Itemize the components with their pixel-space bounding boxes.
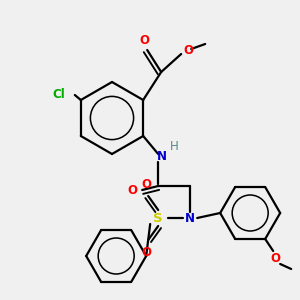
- Text: S: S: [153, 212, 163, 224]
- Text: H: H: [170, 140, 178, 152]
- Text: Cl: Cl: [52, 88, 65, 100]
- Text: O: O: [141, 245, 151, 259]
- Text: N: N: [157, 149, 167, 163]
- Text: O: O: [183, 44, 193, 56]
- Text: O: O: [127, 184, 137, 196]
- Text: O: O: [270, 253, 280, 266]
- Text: O: O: [139, 34, 149, 46]
- Text: N: N: [185, 212, 195, 224]
- Text: O: O: [141, 178, 151, 190]
